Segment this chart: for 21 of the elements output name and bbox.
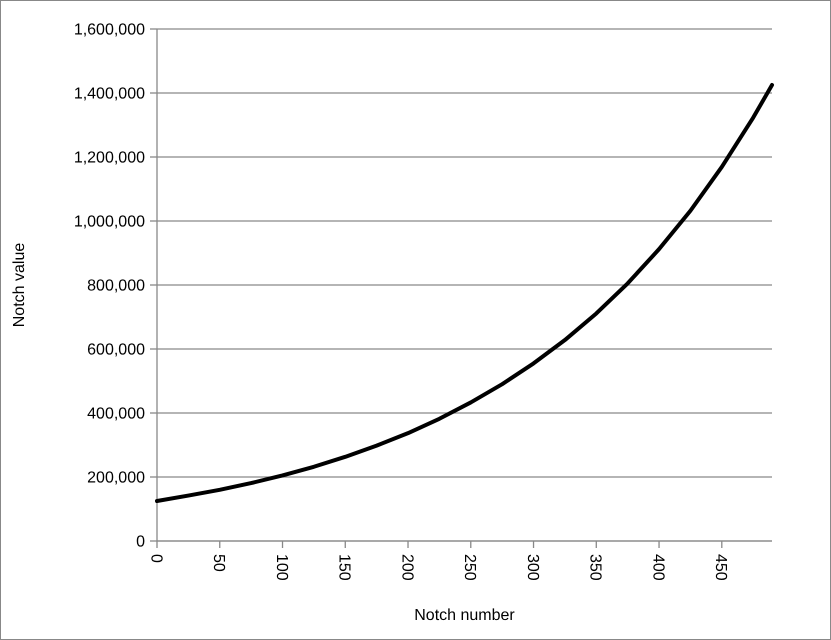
x-tick-label: 150: [336, 554, 353, 581]
y-tick-label: 200,000: [87, 470, 146, 487]
x-tick-label: 400: [649, 554, 666, 581]
x-tick-label: 50: [210, 554, 228, 572]
y-tick-label: 1,600,000: [74, 22, 146, 39]
y-tick-label: 1,400,000: [74, 86, 146, 103]
x-tick-label: 250: [461, 554, 478, 581]
x-tick-label: 350: [586, 554, 604, 581]
x-tick-label: 100: [272, 554, 290, 581]
y-tick-label: 600,000: [87, 342, 146, 359]
x-tick-label: 200: [398, 554, 416, 581]
y-tick-label: 800,000: [87, 278, 146, 295]
y-tick-label: 400,000: [87, 406, 146, 423]
y-tick-label: 1,000,000: [74, 214, 146, 231]
y-axis-title: Notch value: [11, 242, 28, 328]
x-axis-title: Notch number: [414, 607, 516, 624]
y-tick-label: 0: [136, 534, 146, 551]
x-tick-label: 300: [524, 554, 541, 581]
y-tick-label: 1,200,000: [74, 150, 146, 167]
x-tick-label: 0: [147, 554, 164, 563]
x-tick-label: 450: [712, 554, 730, 581]
